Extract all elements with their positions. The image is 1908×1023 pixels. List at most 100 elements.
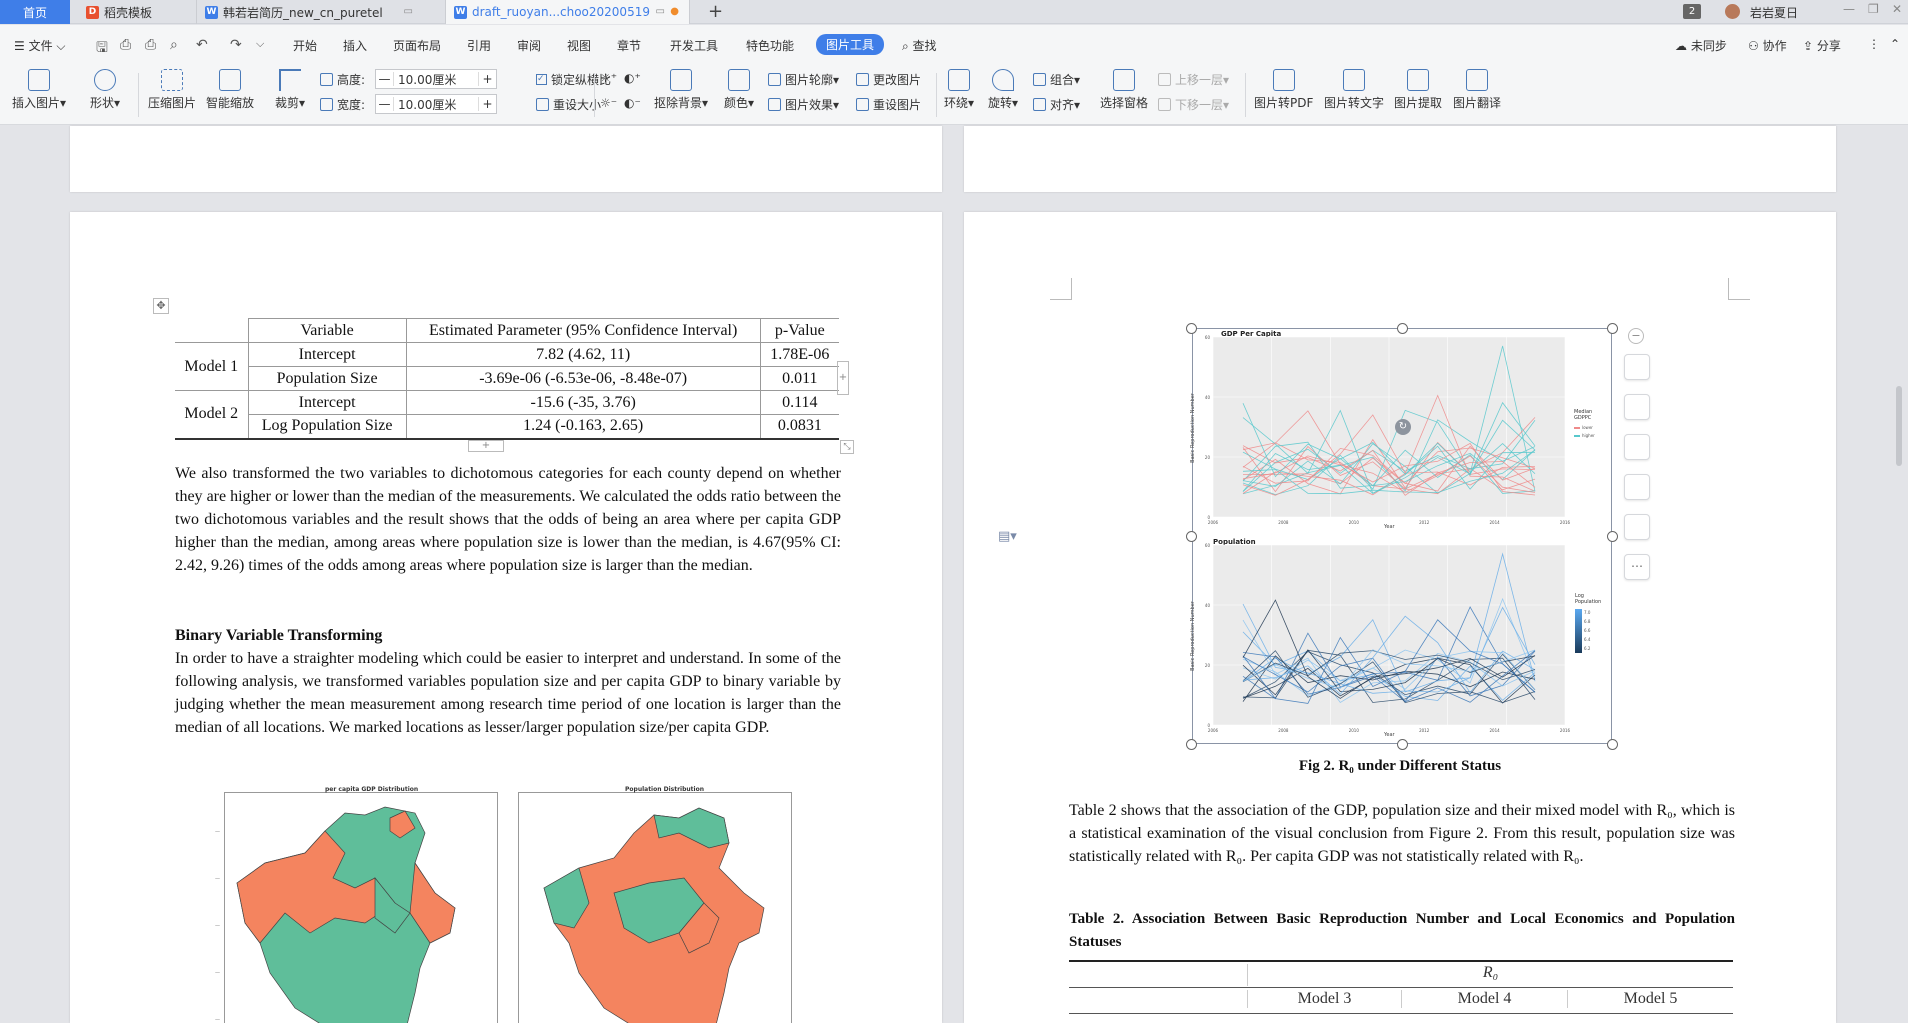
brightness-up-icon[interactable]: ☼⁺ [600,71,618,85]
bring-forward-button[interactable]: 上移一层 ▾ [1158,71,1229,88]
rotate-handle-icon[interactable]: ↻ [1395,419,1411,435]
close-window-icon[interactable]: ✕ [1892,2,1903,16]
legend1-label-lower: lower [1582,425,1593,430]
export-icon[interactable]: ⎙ [120,37,132,53]
avatar[interactable] [1725,4,1740,19]
resize-handle[interactable] [1397,323,1408,334]
compress-button[interactable]: 压缩图片 [148,69,196,111]
table-1: Variable Estimated Parameter (95% Confid… [175,318,839,440]
insert-picture-button[interactable]: 插入图片▾ [12,69,66,111]
align-button[interactable]: 对齐 ▾ [1033,96,1080,113]
menu-features[interactable]: 特色功能 [746,39,795,53]
layout-options-icon[interactable]: ▤▾ [998,529,1017,544]
undo-icon[interactable]: ↶ [196,37,208,53]
brightness-down-icon[interactable]: ☼⁻ [600,96,618,110]
figure-2-image[interactable]: GDP Per Capita Basic Reproduction Number… [1190,328,1612,744]
save-icon[interactable]: 🖫 [96,40,108,56]
height-increase[interactable]: + [478,72,496,86]
minimize-icon[interactable]: — [1843,2,1855,16]
tab-monitor-icon[interactable]: ▭ [403,6,413,17]
contrast-down-icon[interactable]: ◐⁻ [624,96,641,110]
float-more-button[interactable]: ⋯ [1624,554,1650,580]
menu-insert[interactable]: 插入 [343,39,368,53]
reset-pic-button[interactable]: 重设图片 [856,96,921,113]
reset-size-button[interactable]: 重设大小 [536,96,601,113]
height-value[interactable]: 10.00厘米 [398,72,457,87]
share-button[interactable]: ⇪ 分享 [1803,39,1841,53]
resize-handle[interactable] [1186,323,1197,334]
float-layout-button[interactable] [1624,354,1650,380]
maximize-icon[interactable]: ❐ [1868,2,1879,16]
add-column-icon[interactable]: + [837,361,849,395]
width-increase[interactable]: + [478,97,496,111]
color-button[interactable]: 颜色▾ [724,69,754,111]
height-decrease[interactable]: — [376,72,394,86]
print-icon[interactable]: ⎙ [145,37,157,53]
table-move-handle-icon[interactable]: ✥ [153,298,169,314]
resize-handle[interactable] [1397,739,1408,750]
preview-icon[interactable]: ⌕ [170,37,178,53]
tab-template[interactable]: D 稻壳模板 [78,0,193,24]
shape-button[interactable]: 形状▾ [90,69,120,111]
menu-picture-tools[interactable]: 图片工具 [816,34,885,55]
menu-chapter[interactable]: 章节 [617,39,642,53]
remove-bg-button[interactable]: 抠除背景▾ [654,69,708,111]
change-pic-button[interactable]: 更改图片 [856,71,921,88]
extract-button[interactable]: 图片提取 [1394,69,1442,111]
rotate-button[interactable]: 旋转▾ [988,69,1018,111]
collapse-ribbon-icon[interactable]: ⌃ [1890,37,1901,51]
resize-handle[interactable] [1186,531,1197,542]
float-crop-button[interactable] [1624,394,1650,420]
window-count-badge[interactable]: 2 [1683,4,1701,19]
menu-references[interactable]: 引用 [467,39,492,53]
to-text-button[interactable]: 图片转文字 [1324,69,1384,111]
series-line [1242,649,1536,689]
effect-button[interactable]: 图片效果 ▾ [768,96,839,113]
translate-button[interactable]: 图片翻译 [1453,69,1501,111]
float-translate-button[interactable] [1624,514,1650,540]
width-value[interactable]: 10.00厘米 [398,97,457,112]
width-decrease[interactable]: — [376,97,394,111]
smart-zoom-button[interactable]: 智能缩放 [206,69,254,111]
float-collapse-icon[interactable]: − [1628,328,1644,344]
new-tab-button[interactable]: + [708,1,724,22]
group-button[interactable]: 组合 ▾ [1033,71,1080,88]
vertical-scrollbar[interactable] [1896,386,1902,466]
resize-handle[interactable] [1607,531,1618,542]
outline-button[interactable]: 图片轮廓 ▾ [768,71,839,88]
tab-resume[interactable]: W 韩若岩简历_new_cn_puretel ▭ [196,0,421,24]
width-spinner[interactable]: — 10.00厘米 + [375,94,497,114]
menu-layout[interactable]: 页面布局 [393,39,442,53]
height-spinner[interactable]: — 10.00厘米 + [375,69,497,89]
resize-handle[interactable] [1607,739,1618,750]
menu-review[interactable]: 审阅 [517,39,542,53]
to-pdf-button[interactable]: 图片转PDF [1254,69,1313,111]
tab-close-icon[interactable]: ▭ [655,6,665,17]
send-backward-button[interactable]: 下移一层 ▾ [1158,96,1229,113]
contrast-up-icon[interactable]: ◐⁺ [624,71,641,85]
color-icon [728,69,751,91]
collab-button[interactable]: ⚇ 协作 [1748,39,1787,53]
search-button[interactable]: ⌕ 查找 [902,39,937,53]
menu-developer[interactable]: 开发工具 [670,39,719,53]
lock-ratio-checkbox[interactable]: ✓ 锁定纵横比 [536,71,611,88]
sync-button[interactable]: ☁ 未同步 [1675,39,1727,53]
crop-button[interactable]: 裁剪▾ [275,69,305,111]
tab-draft-active[interactable]: W draft_ruoyan...choo20200519 ▭ ● [445,0,690,24]
float-convert-button[interactable] [1624,434,1650,460]
redo-icon[interactable]: ↷ [230,37,242,53]
tab-home[interactable]: 首页 [0,0,70,24]
resize-handle[interactable] [1607,323,1618,334]
add-row-icon[interactable]: + [468,440,504,452]
file-menu[interactable]: ☰ 文件 ⌵ [14,39,66,53]
menu-view[interactable]: 视图 [567,39,592,53]
resize-handle[interactable] [1186,739,1197,750]
menu-start[interactable]: 开始 [293,39,318,53]
more-quick-icon[interactable]: ⌵ [256,37,265,50]
user-name[interactable]: 岩岩夏日 [1750,6,1799,20]
table-resize-icon[interactable]: ⤡ [840,440,854,454]
select-pane-button[interactable]: 选择窗格 [1100,69,1148,111]
more-menu-icon[interactable]: ⋮ [1868,37,1880,51]
float-extract-button[interactable] [1624,474,1650,500]
wrap-button[interactable]: 环绕▾ [944,69,974,111]
